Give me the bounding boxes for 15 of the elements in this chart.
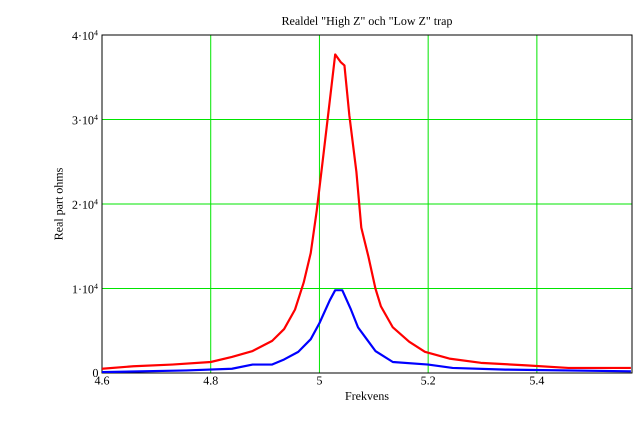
x-tick-label: 4.6 [94, 376, 110, 385]
x-axis-title: Frekvens [345, 392, 389, 400]
y-tick-label: 4·10$^{4}$ [72, 30, 98, 40]
y-tick-label: 3·10$^{4}$ [72, 114, 98, 124]
y-axis-title: Real part ohms [54, 168, 66, 240]
x-tick-label: 5.2 [421, 376, 435, 385]
x-tick-label: 5 [317, 376, 322, 384]
x-tick-label: 4.8 [203, 376, 218, 385]
x-tick-label: 5.4 [530, 376, 544, 385]
chart-title: Realdel "High Z" och "Low Z" trap [282, 16, 452, 28]
y-tick-label: 1·10$^{4}$ [73, 284, 98, 294]
line-series [102, 289, 632, 373]
y-tick-label: 2·10$^{4}$ [72, 199, 98, 209]
line-series [102, 53, 632, 370]
y-tick-label: 0 [92, 368, 98, 378]
